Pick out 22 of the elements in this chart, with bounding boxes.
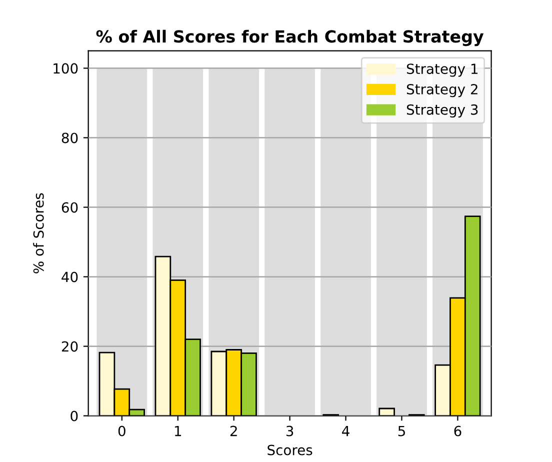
x-tick-label: 1 xyxy=(174,426,182,436)
y-axis-title: % of Scores xyxy=(33,193,44,274)
y-tick-label: 80 xyxy=(62,132,78,144)
x-tick-label: 2 xyxy=(230,426,237,436)
x-tick-label: 3 xyxy=(286,426,294,436)
x-tick-label: 0 xyxy=(118,426,126,436)
x-axis-title: Scores xyxy=(268,444,312,456)
legend-label: Strategy 1 xyxy=(406,64,478,77)
bar xyxy=(320,68,371,416)
legend-label: Strategy 2 xyxy=(406,84,478,98)
bar xyxy=(264,68,315,416)
y-tick-label: 100 xyxy=(54,63,78,74)
x-tick-label: 6 xyxy=(454,426,462,436)
x-tick-label: 5 xyxy=(398,426,405,436)
x-tick-label: 4 xyxy=(342,426,350,436)
y-tick-label: 0 xyxy=(70,410,78,422)
bar xyxy=(96,68,148,416)
legend-label: Strategy 3 xyxy=(406,104,478,118)
y-tick-label: 40 xyxy=(62,272,78,282)
chart-title: % of All Scores for Each Combat Strategy xyxy=(96,30,484,46)
y-tick-label: 20 xyxy=(62,341,78,352)
y-tick-label: 60 xyxy=(62,202,78,213)
